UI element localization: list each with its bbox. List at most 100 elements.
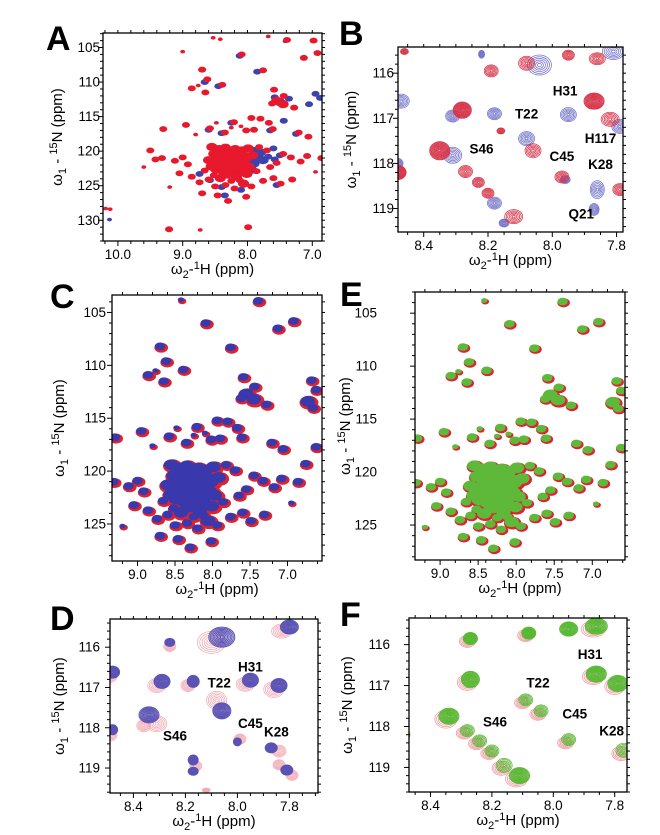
contour-ring <box>191 758 195 762</box>
assignment-label-S46: S46 <box>163 729 188 744</box>
peak <box>266 438 277 447</box>
svg-text:116: 116 <box>78 640 100 655</box>
contour-ring <box>561 49 575 61</box>
contour-ring <box>460 167 471 176</box>
peak <box>247 151 259 160</box>
contour-ring <box>565 737 572 742</box>
peak <box>541 509 552 518</box>
peak <box>549 518 561 526</box>
peak <box>465 511 476 520</box>
peak <box>279 150 288 157</box>
contour-ring <box>284 768 289 772</box>
contour-ring <box>480 52 483 56</box>
contour-ring <box>463 727 472 734</box>
peak <box>217 497 229 506</box>
svg-text:118: 118 <box>372 156 394 171</box>
contour-ring <box>524 61 529 65</box>
peak <box>253 296 264 305</box>
contour-ring <box>484 190 492 197</box>
contour-ring <box>565 53 571 58</box>
contour-ring <box>398 167 404 178</box>
contour-ring <box>282 766 292 774</box>
contour-ring <box>290 774 294 777</box>
peak <box>268 483 280 491</box>
contour-ring <box>398 166 405 179</box>
contour-ring <box>247 677 254 684</box>
contour-ring <box>248 678 253 683</box>
peak <box>205 461 221 473</box>
contour-ring <box>429 141 451 161</box>
peak <box>205 125 214 132</box>
contour-ring <box>267 744 276 752</box>
contour-ring <box>524 629 534 637</box>
contour-ring <box>566 113 571 117</box>
peak <box>119 523 126 529</box>
contour-ring <box>607 675 627 693</box>
peak <box>277 445 289 453</box>
peak <box>509 538 520 546</box>
contour-ring <box>270 677 288 693</box>
panel-D: 8.4 8.2 8.0 7.8 116 117 118 119 ω2-1H (ppm) ω1 - … <box>50 616 321 833</box>
peak <box>205 537 217 545</box>
series-blue-contours <box>110 619 299 776</box>
svg-text:118: 118 <box>368 719 390 734</box>
contour-ring <box>502 763 506 767</box>
contour-ring <box>514 771 525 780</box>
contour-ring <box>401 631 404 634</box>
panel-C-x-axis-label: ω2-1H (ppm) <box>175 580 258 601</box>
peak <box>220 129 229 136</box>
contour-ring <box>110 665 121 679</box>
contour-ring <box>612 183 623 196</box>
peak <box>204 176 213 183</box>
contour-ring <box>111 671 114 674</box>
peak <box>172 534 184 543</box>
contour-ring <box>141 709 157 721</box>
contour-ring <box>242 673 259 687</box>
contour-ring <box>283 622 295 632</box>
contour-ring <box>478 50 485 58</box>
peak <box>515 473 530 484</box>
peak <box>210 36 216 40</box>
contour-ring <box>213 703 231 719</box>
contour-ring <box>111 728 114 731</box>
contour-ring <box>615 186 623 193</box>
assignment-label-S46: S46 <box>470 141 495 156</box>
contour-ring <box>186 674 200 688</box>
assignment-label-S46: S46 <box>483 714 508 729</box>
contour-ring <box>565 111 572 118</box>
svg-text:7.0: 7.0 <box>583 566 602 581</box>
peak <box>605 396 621 408</box>
contour-ring <box>282 766 291 774</box>
svg-text:125: 125 <box>83 516 106 531</box>
contour-ring <box>507 211 521 222</box>
contour-ring <box>274 761 284 769</box>
peak <box>580 475 592 484</box>
peak <box>262 147 271 154</box>
contour-ring <box>398 737 401 739</box>
contour-ring <box>241 672 259 688</box>
peak <box>159 126 168 132</box>
peak <box>457 532 469 541</box>
peak <box>236 186 246 193</box>
contour-ring <box>519 132 534 145</box>
peak <box>211 416 223 425</box>
svg-text:8.2: 8.2 <box>483 798 502 813</box>
contour-ring <box>561 623 577 635</box>
contour-ring <box>523 135 530 142</box>
contour-ring <box>192 680 195 683</box>
peak <box>247 115 256 121</box>
contour-ring <box>594 56 601 62</box>
series-red-contours <box>398 48 623 225</box>
contour-ring <box>501 220 507 226</box>
contour-ring <box>488 108 501 120</box>
svg-text:8.0: 8.0 <box>507 566 526 581</box>
contour-ring <box>469 637 472 640</box>
contour-ring <box>282 621 296 633</box>
contour-ring <box>141 723 147 729</box>
peak <box>515 417 526 426</box>
contour-ring <box>473 735 486 747</box>
peak <box>615 386 625 395</box>
contour-ring <box>593 671 600 677</box>
assignment-label-K28: K28 <box>588 157 613 172</box>
peak <box>299 54 308 61</box>
